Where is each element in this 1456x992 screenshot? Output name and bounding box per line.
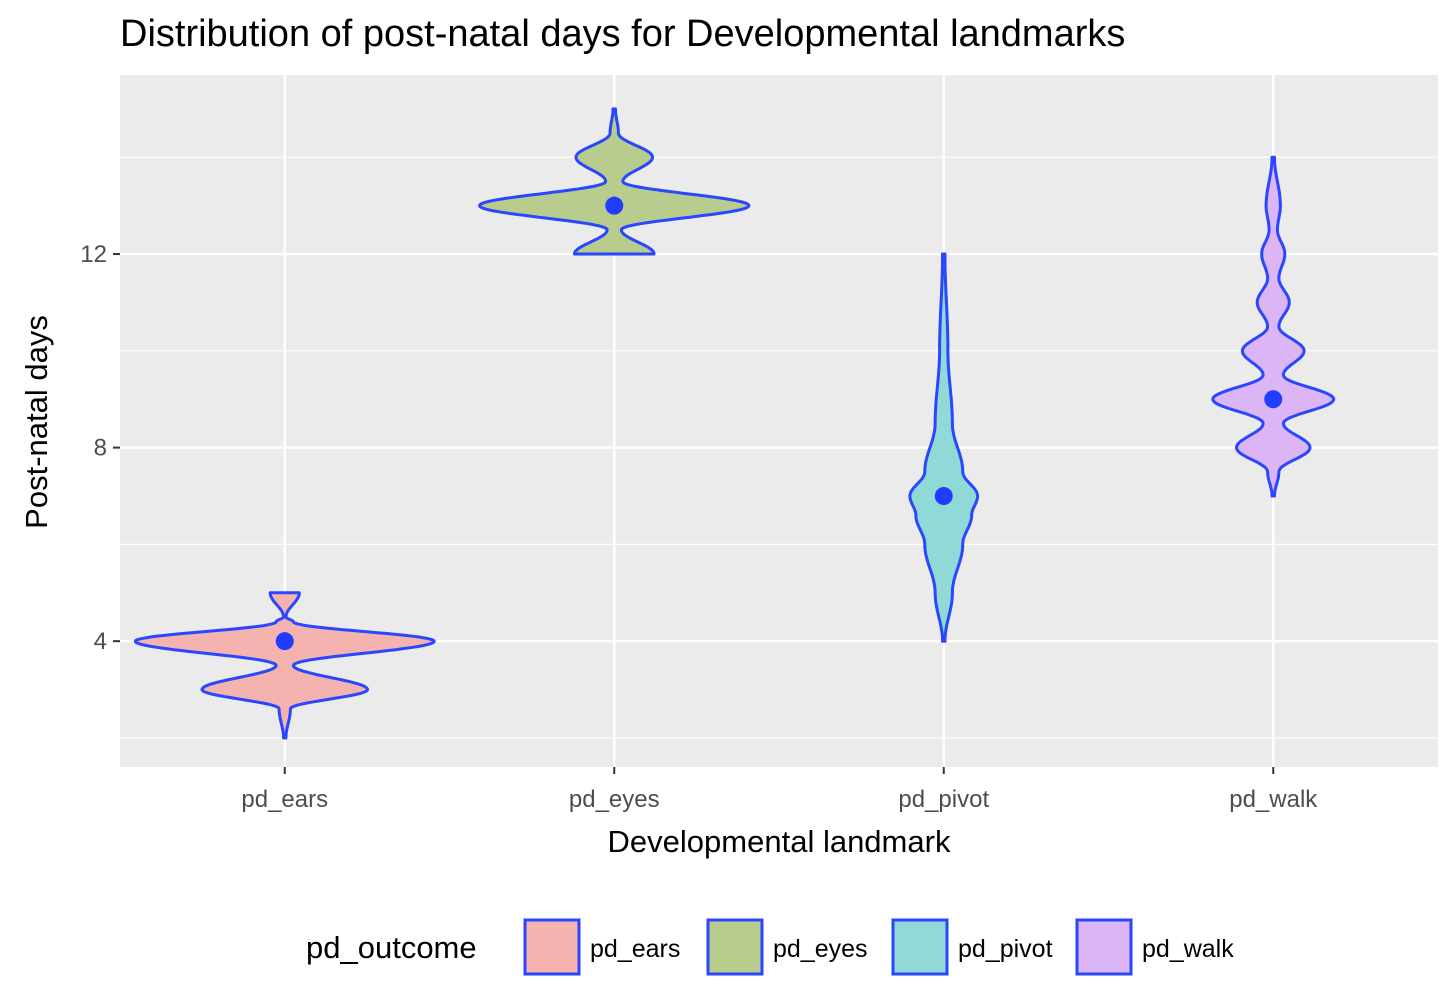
median-point-pd_ears	[275, 632, 294, 651]
legend-label-pd_eyes: pd_eyes	[773, 935, 868, 963]
legend-label-pd_walk: pd_walk	[1142, 935, 1234, 963]
legend-key-pd_ears	[523, 918, 581, 976]
median-point-pd_pivot	[934, 487, 953, 506]
x-tick-label: pd_ears	[241, 786, 328, 813]
legend-label-pd_pivot: pd_pivot	[958, 935, 1053, 963]
chart-title: Distribution of post-natal days for Deve…	[120, 13, 1125, 55]
legend: pd_outcome pd_ears pd_eyes pd_pivot pd_walk	[306, 918, 1234, 976]
violin-pd_ears	[133, 591, 436, 740]
legend-key-pd_eyes	[706, 918, 764, 976]
median-point-pd_eyes	[605, 196, 624, 215]
violin-pd_walk	[1211, 155, 1336, 498]
y-tick-label: 8	[94, 435, 107, 462]
legend-label-pd_ears: pd_ears	[590, 935, 680, 963]
plot-panel	[120, 75, 1438, 767]
x-axis: pd_ears pd_eyes pd_pivot pd_walk	[241, 767, 1318, 813]
legend-title: pd_outcome	[306, 930, 477, 965]
x-tick-label: pd_pivot	[898, 786, 989, 813]
legend-key-pd_pivot	[891, 918, 949, 976]
y-tick-label: 4	[94, 628, 107, 655]
violin-pd_pivot	[908, 252, 980, 643]
legend-key-pd_walk	[1075, 918, 1133, 976]
y-axis-title: Post-natal days	[19, 315, 54, 529]
x-tick-label: pd_walk	[1229, 786, 1318, 813]
median-point-pd_walk	[1264, 390, 1283, 409]
y-axis: 4 8 12	[80, 241, 120, 655]
violin-pd_eyes	[478, 107, 751, 256]
violins	[133, 107, 1336, 740]
x-axis-title: Developmental landmark	[608, 824, 951, 859]
x-tick-label: pd_eyes	[569, 786, 660, 813]
y-tick-label: 12	[80, 241, 107, 268]
